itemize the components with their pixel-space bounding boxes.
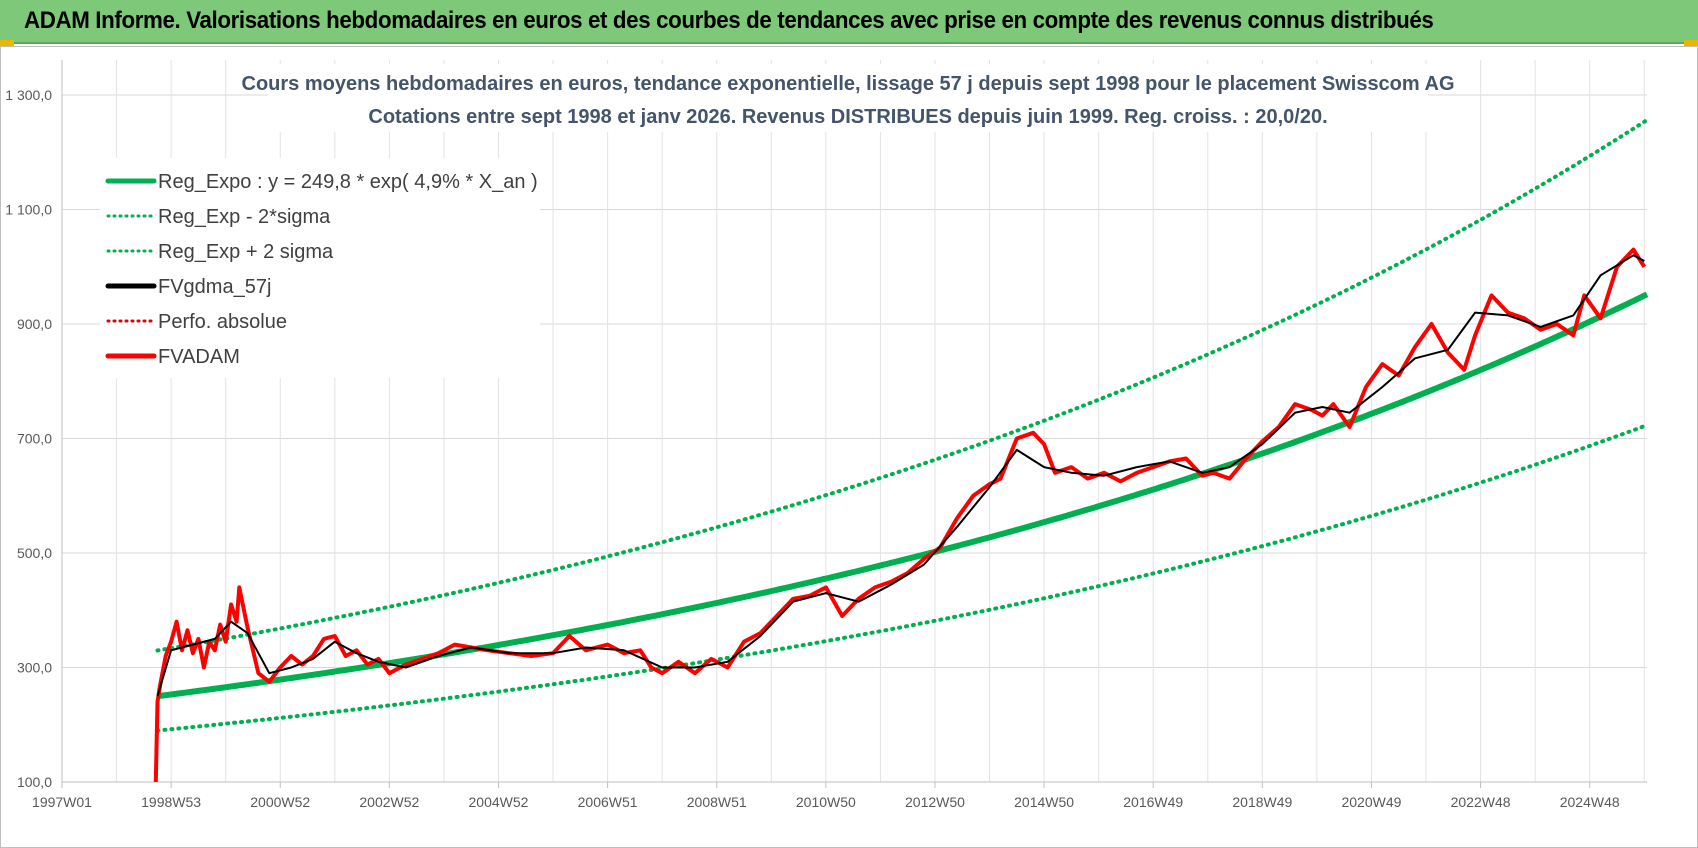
x-tick-label: 1998W53	[141, 794, 201, 810]
y-tick-label: 700,0	[17, 431, 52, 447]
y-tick-label: 900,0	[17, 316, 52, 332]
x-tick-label: 2016W49	[1123, 794, 1183, 810]
x-tick-label: 2004W52	[469, 794, 529, 810]
legend-label: Reg_Expo : y = 249,8 * exp( 4,9% * X_an …	[158, 171, 538, 193]
legend-label: FVADAM	[158, 346, 240, 368]
y-axis-ticks: 100,0 300,0 500,0 700,0 900,0 1 100,0 1 300,0	[5, 87, 52, 790]
x-tick-label: 2022W48	[1451, 794, 1511, 810]
report-title: ADAM Informe. Valorisations hebdomadaire…	[24, 7, 1434, 34]
chart-legend: Reg_Expo : y = 249,8 * exp( 4,9% * X_an …	[105, 171, 538, 368]
series-fvgdma-57j	[156, 254, 1645, 697]
x-tick-label: 2002W52	[359, 794, 419, 810]
chart-title-line1: Cours moyens hebdomadaires en euros, ten…	[242, 73, 1455, 95]
y-tick-label: 1 300,0	[5, 87, 52, 103]
y-tick-label: 100,0	[17, 774, 52, 790]
y-tick-label: 1 100,0	[5, 202, 52, 218]
x-tick-label: 2008W51	[687, 794, 747, 810]
x-tick-label: 2010W50	[796, 794, 856, 810]
x-tick-label: 1997W01	[32, 794, 92, 810]
corner-marker-right	[1684, 40, 1698, 46]
legend-backdrop	[100, 158, 540, 378]
x-tick-label: 2020W49	[1341, 794, 1401, 810]
x-axis-ticks: 1997W01 1998W53 2000W52 2002W52 2004W52 2006W…	[32, 782, 1620, 810]
corner-marker-left	[0, 40, 14, 46]
reg-exp-plus-2-sigma-line	[155, 118, 1649, 653]
x-tick-label: 2024W48	[1560, 794, 1620, 810]
legend-label: Perfo. absolue	[158, 311, 287, 333]
x-tick-label: 2012W50	[905, 794, 965, 810]
chart-title-line2: Cotations entre sept 1998 et janv 2026. …	[368, 106, 1327, 128]
legend-label: Reg_Exp + 2 sigma	[158, 241, 334, 263]
chart-title-backdrop	[268, 64, 1428, 132]
y-tick-label: 500,0	[17, 545, 52, 561]
x-tick-label: 2000W52	[250, 794, 310, 810]
legend-label: Reg_Exp - 2*sigma	[158, 206, 331, 228]
report-banner: ADAM Informe. Valorisations hebdomadaire…	[0, 0, 1698, 44]
legend-label: FVgdma_57j	[158, 276, 271, 298]
x-tick-label: 2018W49	[1232, 794, 1292, 810]
series-layer	[153, 118, 1649, 783]
series-fvadam	[153, 247, 1646, 783]
y-tick-label: 300,0	[17, 660, 52, 676]
x-tick-label: 2014W50	[1014, 794, 1074, 810]
x-tick-label: 2006W51	[578, 794, 638, 810]
reg-expo-line	[157, 291, 1649, 700]
